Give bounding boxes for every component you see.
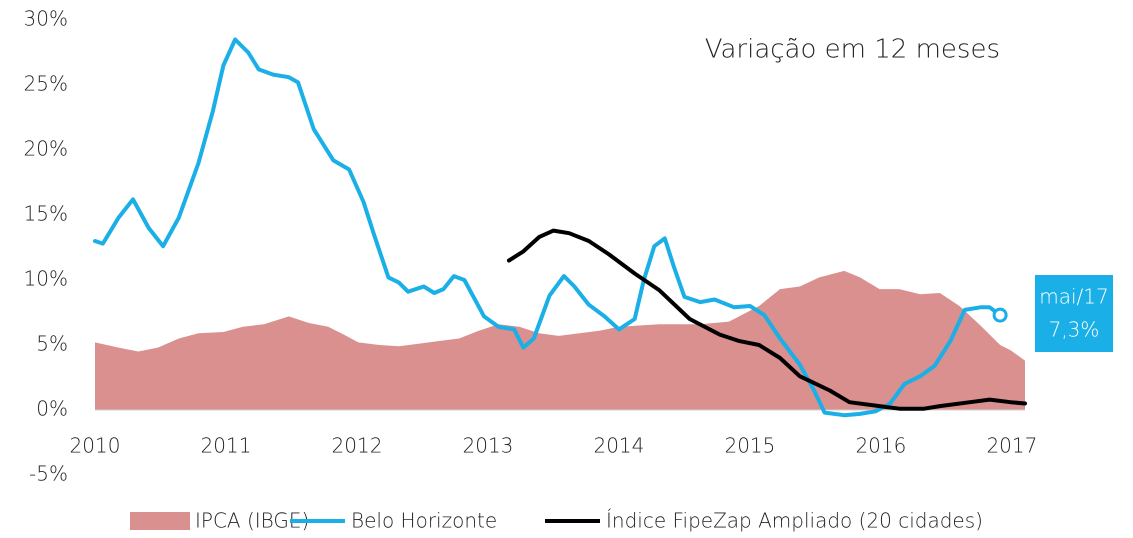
end-label: mai/17 <box>1039 285 1108 309</box>
x-tick-label: 2010 <box>70 434 121 458</box>
y-tick-label: 20% <box>24 137 68 161</box>
line <box>506 228 1027 411</box>
x-tick-label: 2016 <box>855 434 906 458</box>
end-point <box>992 307 1008 323</box>
x-tick-label: 2012 <box>332 434 383 458</box>
y-tick-label: 15% <box>24 202 68 226</box>
x-tick-label: 2013 <box>463 434 514 458</box>
y-tick-label: -5% <box>29 462 68 486</box>
y-tick-label: 0% <box>36 397 68 421</box>
line <box>93 37 1003 418</box>
legend-swatch <box>130 512 190 530</box>
end-label-box <box>1035 275 1113 352</box>
legend-label: Belo Horizonte <box>351 509 497 533</box>
y-tick-label: 10% <box>24 267 68 291</box>
end-value-label: 7,3% <box>1049 318 1100 342</box>
y-tick-label: 30% <box>24 7 68 31</box>
area <box>95 270 1025 410</box>
y-tick-label: 5% <box>36 332 68 356</box>
x-tick-label: 2015 <box>724 434 775 458</box>
x-tick-label: 2014 <box>593 434 644 458</box>
legend-label: Índice FipeZap Ampliado (20 cidades) <box>606 509 983 533</box>
x-tick-label: 2017 <box>986 434 1037 458</box>
x-tick-label: 2011 <box>201 434 252 458</box>
chart-title: Variação em 12 meses <box>705 35 1000 65</box>
y-tick-label: 25% <box>24 72 68 96</box>
